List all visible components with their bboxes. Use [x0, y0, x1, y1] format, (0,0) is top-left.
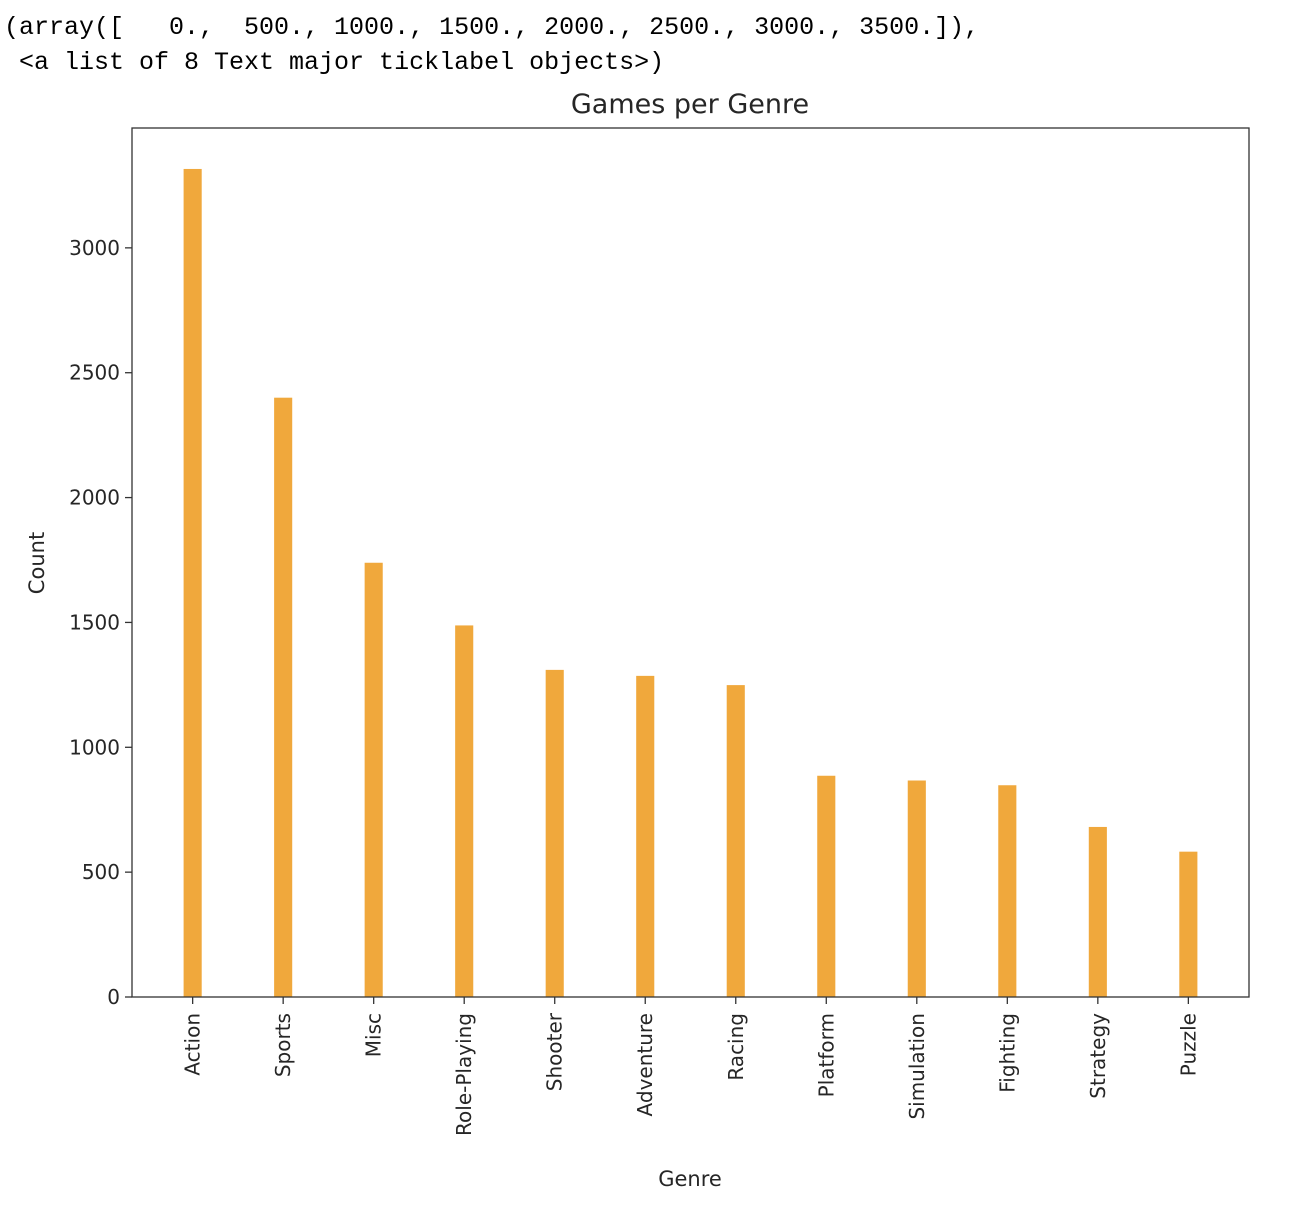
bar: [1088, 826, 1107, 997]
output-line: <a list of 8 Text major ticklabel object…: [4, 48, 664, 77]
bar: [545, 669, 564, 997]
y-tick-label: 1500: [69, 610, 120, 634]
bar: [636, 675, 655, 997]
x-tick-label: Action: [181, 1013, 205, 1076]
x-tick-label: Shooter: [543, 1012, 567, 1091]
bar: [998, 785, 1017, 997]
y-tick-label: 3000: [69, 236, 120, 260]
y-axis-label: Count: [25, 532, 49, 594]
x-tick-label: Misc: [362, 1013, 386, 1057]
y-tick-label: 500: [82, 860, 120, 884]
bar: [817, 775, 836, 997]
plot-frame: [131, 127, 1250, 998]
x-tick-label: Role-Playing: [452, 1013, 476, 1136]
x-tick-label: Simulation: [905, 1013, 929, 1120]
y-tick-label: 2500: [69, 361, 120, 385]
x-tick-label: Adventure: [633, 1013, 657, 1116]
bar: [364, 562, 383, 997]
x-axis-label: Genre: [658, 1167, 722, 1191]
x-tick-label: Fighting: [995, 1013, 1019, 1093]
x-tick-label: Platform: [814, 1013, 838, 1097]
y-tick-label: 1000: [69, 735, 120, 759]
x-tick-label: Strategy: [1086, 1013, 1110, 1099]
bar: [907, 780, 926, 997]
y-tick-label: 0: [107, 985, 120, 1009]
x-tick-label: Sports: [271, 1013, 295, 1077]
bar: [183, 168, 202, 997]
x-tick-label: Puzzle: [1176, 1013, 1200, 1076]
bar: [274, 397, 293, 997]
output-line: (array([ 0., 500., 1000., 1500., 2000., …: [4, 13, 979, 42]
chart-title: Games per Genre: [571, 89, 809, 120]
bar: [455, 625, 474, 997]
bar: [726, 685, 745, 997]
x-tick-label: Racing: [724, 1013, 748, 1081]
y-tick-label: 2000: [69, 486, 120, 510]
bar: [1179, 851, 1198, 997]
